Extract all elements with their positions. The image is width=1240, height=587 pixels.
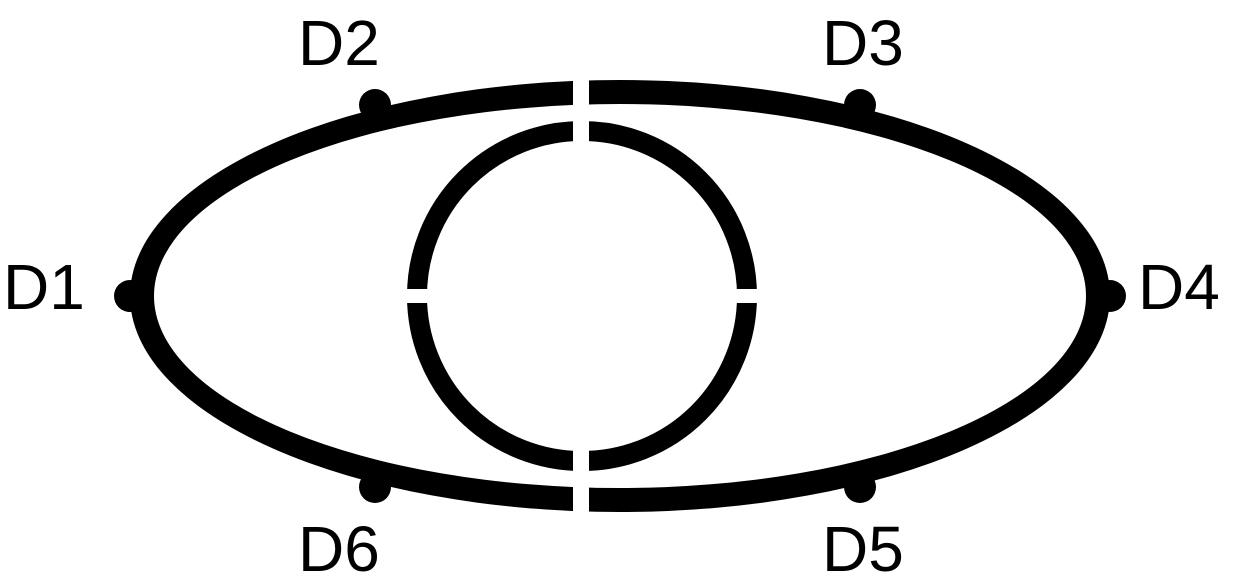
node-dot-d1 bbox=[114, 280, 146, 312]
node-dot-d6 bbox=[359, 471, 391, 503]
node-label-d6: D6 bbox=[298, 512, 380, 586]
node-label-d1: D1 bbox=[3, 250, 85, 324]
divider-horizontal-right bbox=[720, 289, 770, 303]
eye-diagram: D1 D2 D3 D4 D5 D6 bbox=[0, 0, 1240, 587]
node-label-d2: D2 bbox=[298, 6, 380, 80]
node-dot-d5 bbox=[844, 471, 876, 503]
divider-horizontal-left bbox=[395, 289, 445, 303]
node-label-d3: D3 bbox=[822, 6, 904, 80]
divider-vertical bbox=[573, 70, 589, 530]
node-label-d5: D5 bbox=[822, 512, 904, 586]
node-dot-d2 bbox=[359, 89, 391, 121]
node-dot-d4 bbox=[1094, 280, 1126, 312]
node-label-d4: D4 bbox=[1138, 250, 1220, 324]
node-dot-d3 bbox=[844, 89, 876, 121]
